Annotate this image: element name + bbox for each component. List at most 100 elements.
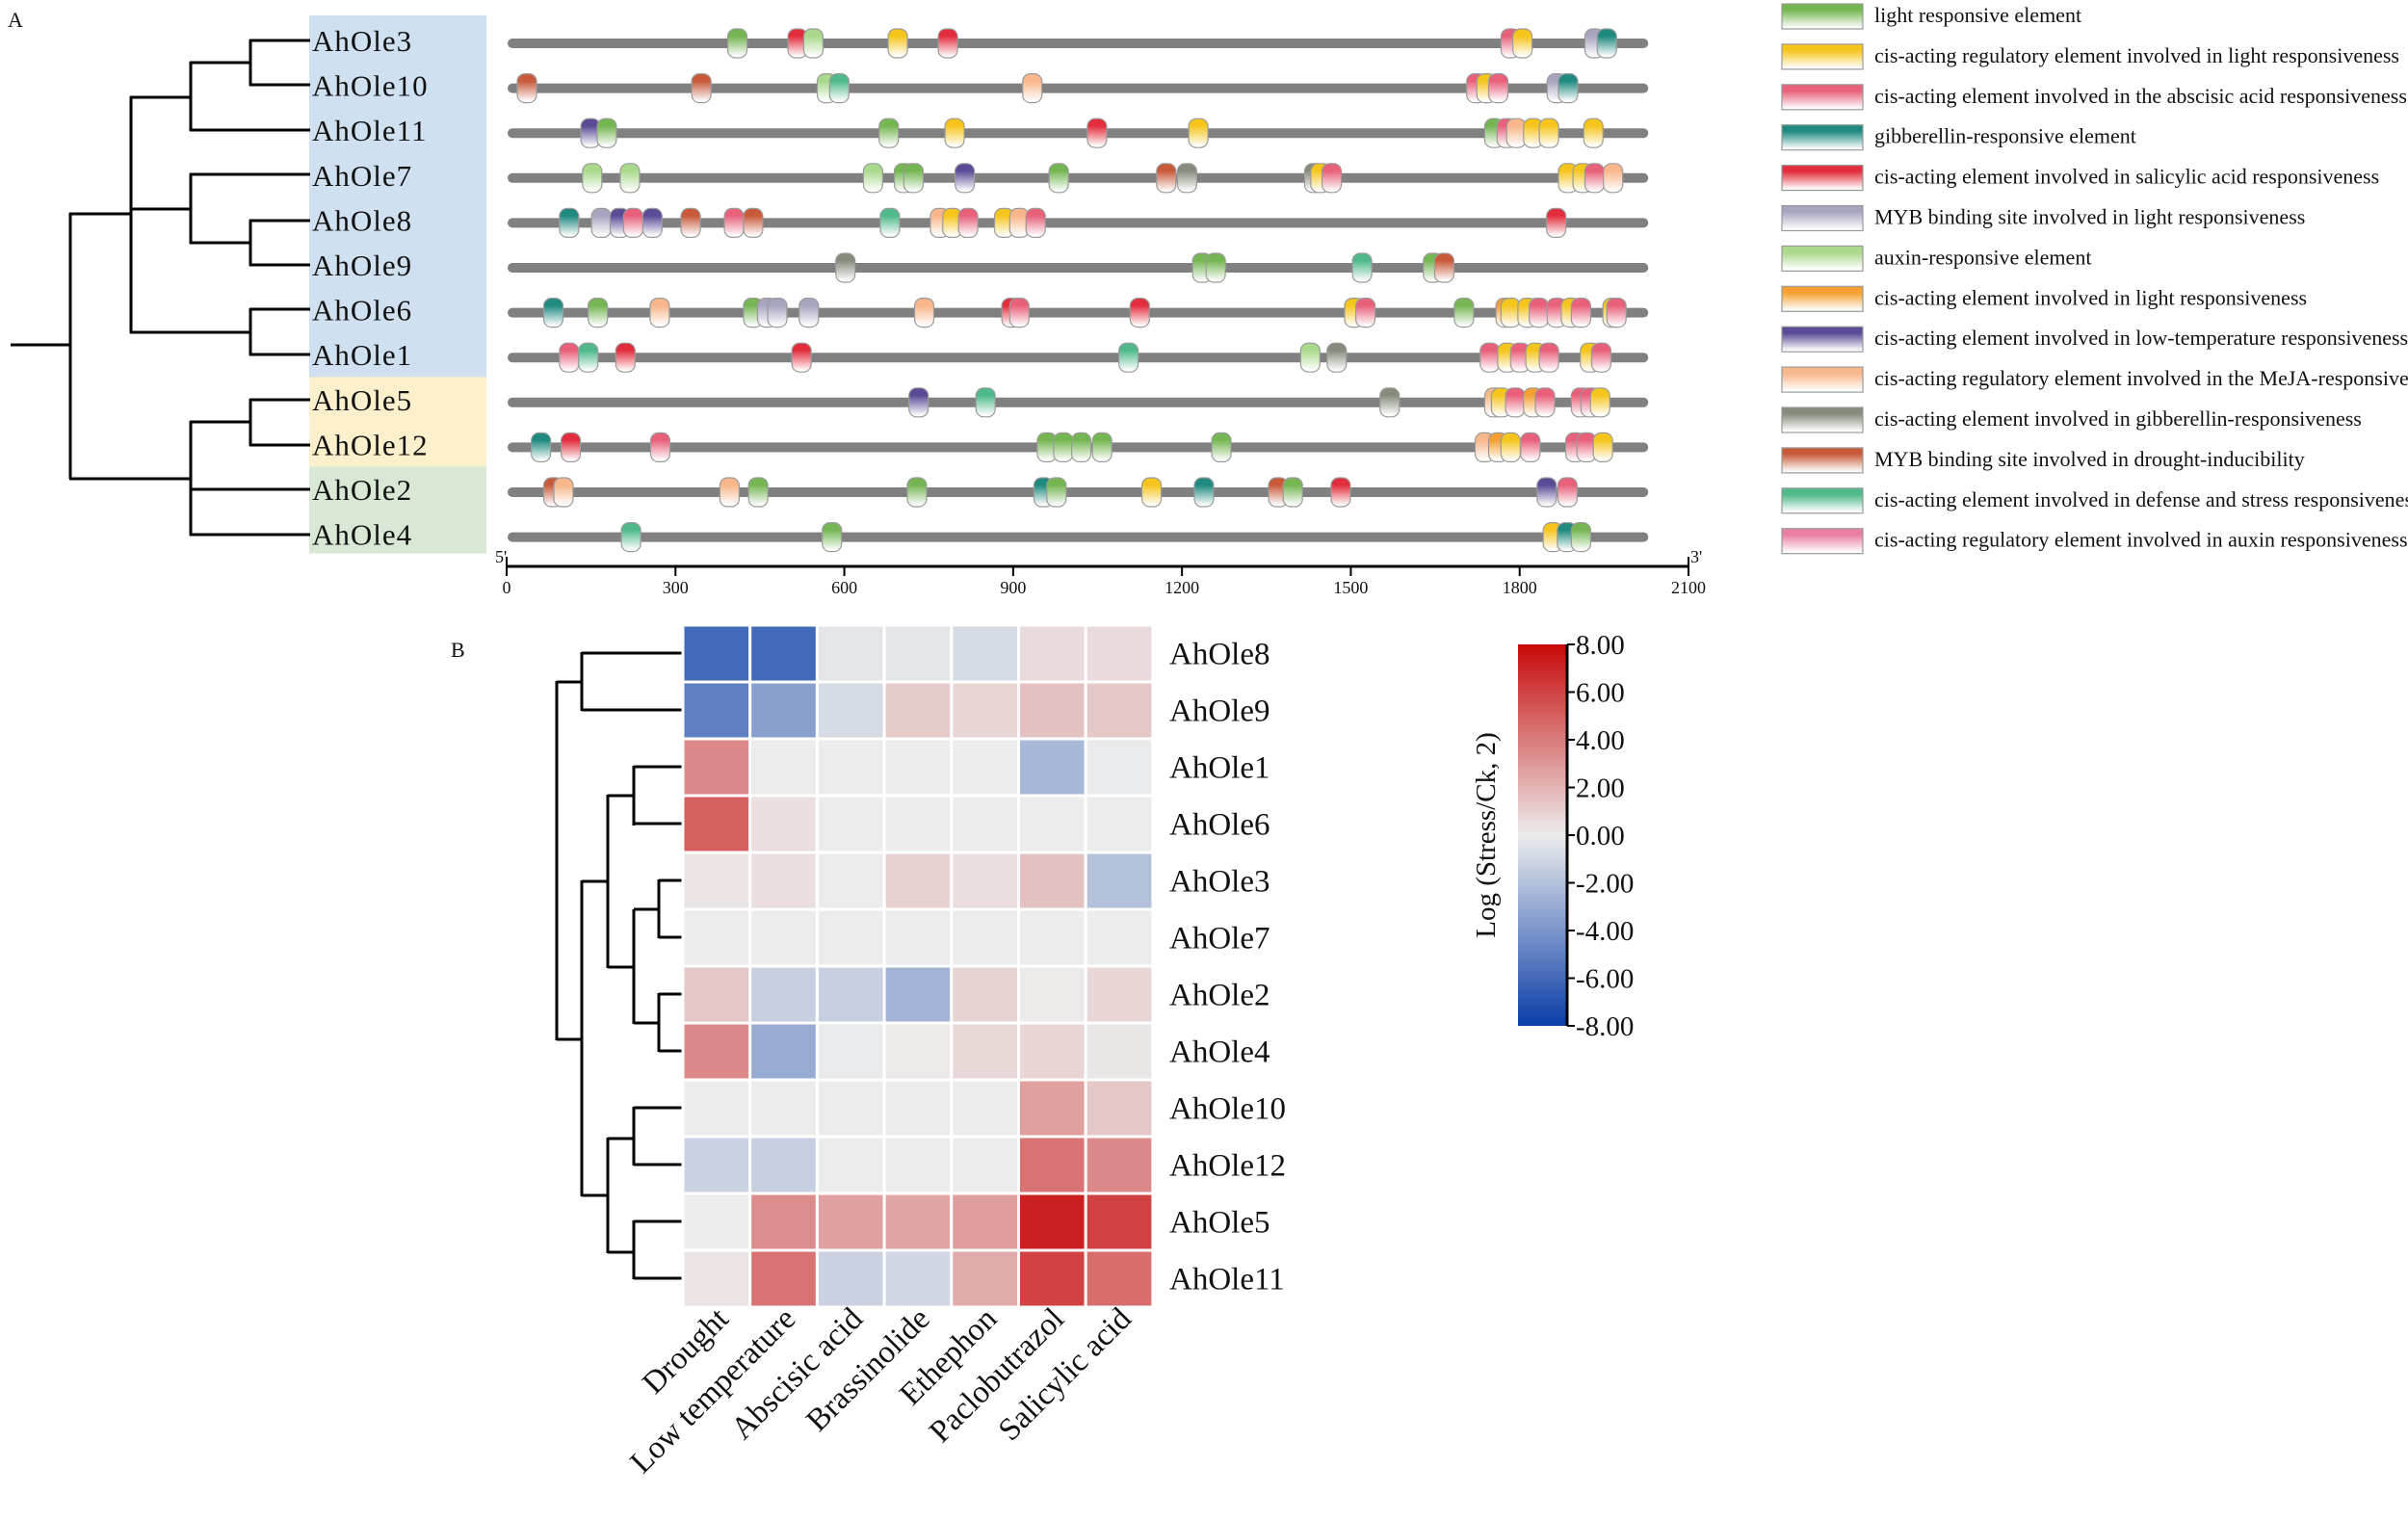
gene-label: AhOle7	[312, 159, 412, 193]
heatmap-cell	[1017, 1135, 1087, 1195]
heatmap-cell	[1017, 794, 1087, 854]
cis-element-marker	[1557, 72, 1579, 104]
cis-element-marker	[903, 163, 925, 194]
heatmap-cell	[681, 1135, 752, 1195]
heatmap-cell	[681, 1078, 752, 1139]
cis-element-marker	[1583, 118, 1604, 148]
cis-element-marker	[1505, 387, 1526, 418]
legend-label: MYB binding site involved in light respo…	[1874, 205, 2305, 229]
cis-element-marker	[582, 163, 603, 194]
gene-labels: AhOle3 AhOle10 AhOle11 AhOle7 AhOle8 AhOle9 Ah…	[312, 24, 428, 552]
cis-element-marker	[1299, 342, 1321, 373]
heatmap-row-label: AhOle3	[1169, 865, 1269, 900]
colorbar-tick-label: -4.00	[1576, 916, 1634, 947]
heatmap-cell	[1017, 1248, 1087, 1309]
axis-tick-label: 2100	[1671, 578, 1706, 597]
heatmap-cell	[1017, 964, 1087, 1025]
group-background	[309, 466, 486, 554]
heatmap-row-label: AhOle7	[1169, 922, 1269, 957]
heatmap-cell	[1084, 1135, 1155, 1195]
heatmap-cell	[1084, 1021, 1155, 1082]
cis-element-marker	[1512, 28, 1533, 59]
cis-element-marker	[802, 28, 824, 59]
cis-element-marker	[1321, 163, 1343, 194]
heatmap-cell	[950, 1248, 1020, 1309]
heatmap-row-label: AhOle8	[1169, 638, 1269, 672]
cis-element-marker	[1528, 298, 1550, 328]
heatmap-dendrogram	[555, 651, 684, 1280]
cis-element-marker	[1520, 432, 1541, 462]
cis-element-marker	[1282, 477, 1303, 508]
axis-end-label: 3'	[1690, 547, 1702, 566]
heatmap-row-label: AhOle5	[1169, 1206, 1269, 1241]
cis-element-marker	[913, 298, 935, 328]
heatmap-cell	[882, 1135, 954, 1195]
colorbar: 8.00 6.00 4.00 2.00 0.00 -2.00 -4.00 -6.00 -8.00…	[1471, 630, 1634, 1042]
group-background	[309, 15, 486, 378]
cis-element-marker	[1584, 163, 1606, 194]
legend-label: cis-acting regulatory element involved i…	[1874, 43, 2399, 67]
promoter-track	[508, 118, 1649, 148]
legend-swatch	[1781, 245, 1864, 272]
heatmap-cell	[815, 964, 886, 1025]
heatmap-cell	[748, 1135, 819, 1195]
cis-element-marker	[743, 207, 764, 238]
heatmap-cell	[1084, 737, 1155, 798]
legend-swatch	[1781, 326, 1864, 353]
heatmap-cell	[950, 1078, 1020, 1139]
heatmap-cell	[950, 737, 1020, 798]
cis-element-marker	[1500, 432, 1521, 462]
heatmap-cell	[1084, 794, 1155, 854]
cis-element-marker	[975, 387, 996, 418]
cis-element-marker	[1129, 298, 1150, 328]
heatmap: AhOle8 AhOle9 AhOle1 AhOle6 AhOle3 AhOle7 AhOl…	[624, 623, 1286, 1481]
heatmap-cell	[1084, 1248, 1155, 1309]
legend-item: auxin-responsive element	[1781, 245, 2091, 272]
legend-item: cis-acting regulatory element involved i…	[1781, 43, 2399, 70]
promoter-track	[508, 207, 1649, 238]
legend-label: cis-acting element involved in light res…	[1874, 285, 2307, 309]
cis-element-marker	[1589, 387, 1610, 418]
cis-element-marker	[1538, 118, 1559, 148]
heatmap-cell	[815, 1135, 886, 1195]
heatmap-cell	[748, 623, 819, 684]
heatmap-cell	[748, 680, 819, 741]
cis-element-marker	[516, 72, 537, 104]
legend-label: cis-acting element involved in defense a…	[1874, 487, 2408, 511]
cis-element-marker	[955, 163, 976, 194]
legend-swatch	[1781, 487, 1864, 514]
heatmap-cell	[1084, 964, 1155, 1025]
cis-element-marker	[723, 207, 745, 238]
cis-element-marker	[561, 432, 582, 462]
cis-element-marker	[862, 163, 883, 194]
cis-element-marker	[1022, 72, 1043, 104]
heatmap-cell	[681, 1021, 752, 1082]
cis-element-marker	[1546, 207, 1567, 238]
cis-element-marker	[878, 118, 900, 148]
promoter-track	[508, 298, 1649, 328]
cis-element-marker	[887, 28, 908, 59]
colorbar-tick-label: -8.00	[1576, 1011, 1634, 1042]
legend-swatch	[1781, 366, 1864, 393]
heatmap-cell	[681, 964, 752, 1025]
cis-element-marker	[542, 298, 564, 328]
heatmap-cell	[815, 1078, 886, 1139]
legend-item: cis-acting element involved in gibberell…	[1781, 406, 2362, 433]
axis-tick-label: 1500	[1333, 578, 1368, 597]
cis-element-marker	[620, 521, 641, 553]
heatmap-cell	[815, 851, 886, 911]
legend-item: cis-acting element involved in defense a…	[1781, 487, 2408, 514]
promoter-track	[508, 163, 1649, 194]
cis-element-marker	[553, 477, 574, 508]
colorbar-title: Log (Stress/Ck, 2)	[1471, 732, 1502, 937]
promoter-track	[508, 387, 1649, 418]
heatmap-cell	[1084, 680, 1155, 741]
heatmap-cell	[748, 794, 819, 854]
cis-element-marker	[641, 207, 663, 238]
heatmap-cell	[748, 851, 819, 911]
colorbar-tick-label: 4.00	[1576, 725, 1625, 756]
cis-element-marker	[1070, 432, 1092, 462]
legend-swatch	[1781, 124, 1864, 151]
cis-element-marker	[828, 72, 850, 104]
cis-element-marker	[1326, 342, 1348, 373]
